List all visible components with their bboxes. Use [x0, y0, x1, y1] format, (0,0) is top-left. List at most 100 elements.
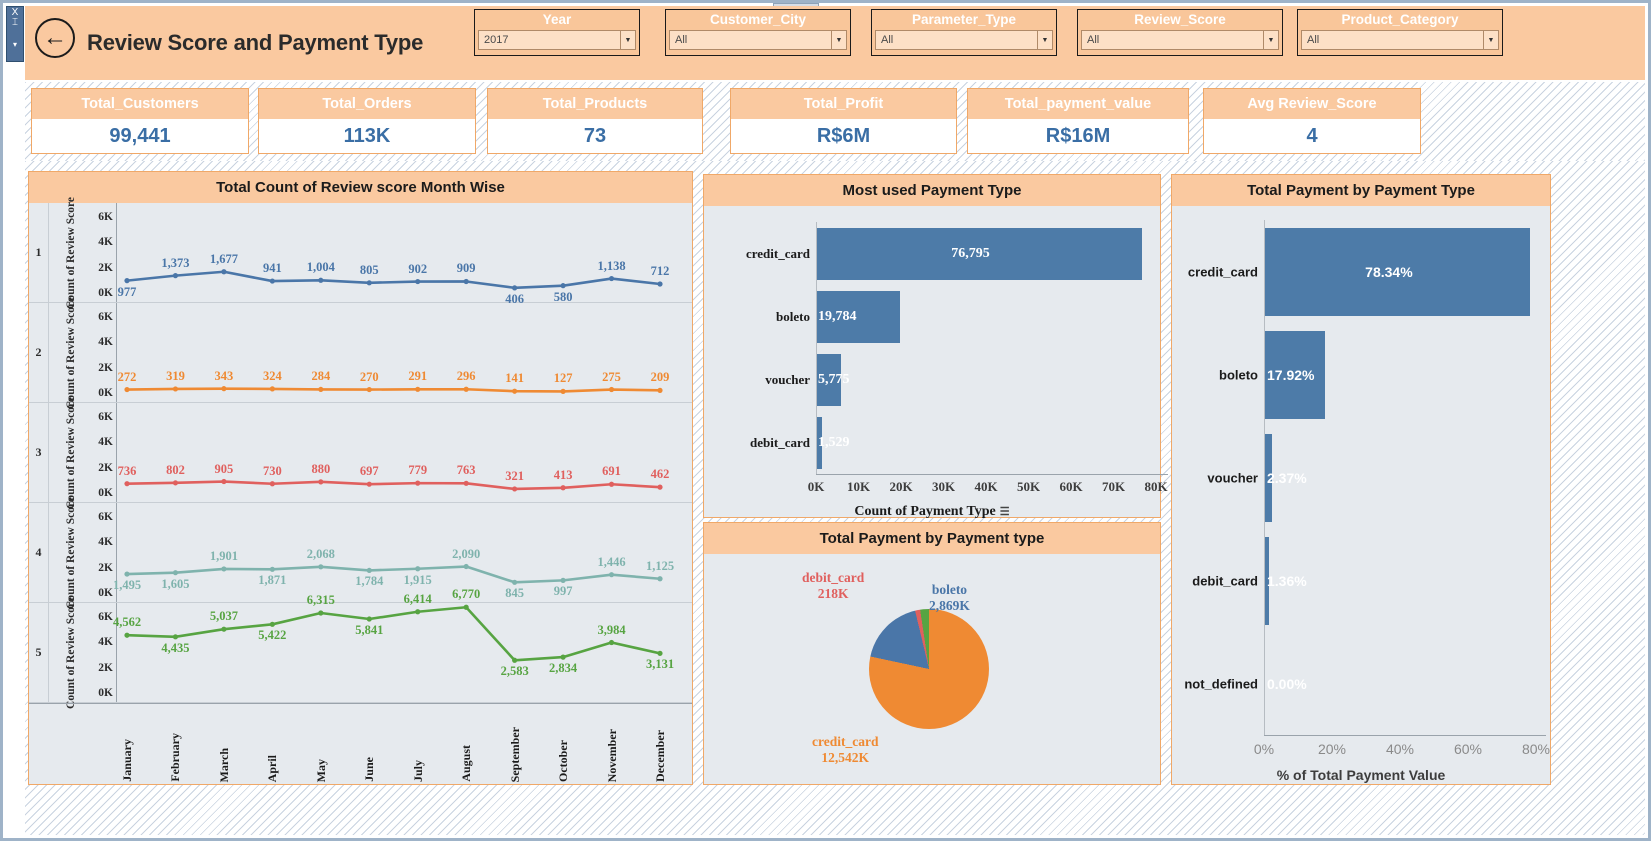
close-icon[interactable]: X	[11, 7, 19, 18]
line-row-header: 1	[29, 203, 49, 302]
pie-label-value: 12,542K	[821, 749, 870, 765]
line-series-svg	[124, 269, 663, 291]
line-data-label: 1,446	[597, 554, 626, 569]
pct-bar-credit_card[interactable]	[1264, 227, 1531, 316]
bar-row-voucher[interactable]: voucher 5,775	[704, 348, 1160, 411]
bar-boleto[interactable]	[816, 290, 901, 343]
arrow-left-icon: ←	[43, 24, 67, 51]
pie-chart[interactable]	[869, 609, 989, 729]
left-toolbar-stub[interactable]: X ⌶ ▾	[6, 6, 24, 62]
bar-row-debit_card[interactable]: debit_card 1,529	[704, 411, 1160, 474]
pct-bar-label-credit_card: credit_card	[1187, 264, 1258, 279]
bar-row-boleto[interactable]: boleto 19,784	[704, 285, 1160, 348]
x-tick-label: 0K	[807, 479, 825, 494]
line-data-label: 272	[117, 369, 137, 384]
y-axis-title: Count of Review Score	[65, 596, 77, 709]
pct-bar-row-voucher[interactable]: voucher 2.37%	[1172, 426, 1550, 529]
line-data-label: 805	[359, 262, 379, 277]
y-tick-label: 6K	[98, 211, 113, 223]
y-tick-label: 2K	[98, 461, 113, 474]
line-plot-score-1: 977 1,373 1,677 941 1,004 805 902 909 406 580 1,13…	[117, 203, 688, 306]
filter-parameter-type-dropdown[interactable]: All ▼	[875, 30, 1053, 50]
bar-value-credit_card: 76,795	[951, 245, 990, 261]
chevron-down-icon[interactable]: ▼	[1263, 31, 1278, 49]
bar-debit_card[interactable]	[816, 416, 823, 469]
line-chart-body: 1 Count of Review Score 0K 2K 4K 6K 977 1,373 1,…	[29, 196, 692, 784]
y-axis-ticks: 0K 2K 4K 6K	[89, 203, 117, 302]
filter-product-category-label: Product_Category	[1341, 12, 1459, 27]
x-tick-label: 60K	[1059, 479, 1083, 494]
pct-bar-row-credit_card[interactable]: credit_card 78.34%	[1172, 220, 1550, 323]
y-tick-label: 4K	[98, 236, 113, 249]
pct-bar-row-not_defined[interactable]: not_defined 0.00%	[1172, 632, 1550, 735]
filter-year[interactable]: Year 2017 ▼	[474, 9, 640, 56]
pct-bar-value-not_defined: 0.00%	[1267, 675, 1307, 692]
filter-product-category[interactable]: Product_Category All ▼	[1297, 9, 1503, 56]
back-button[interactable]: ←	[35, 18, 75, 58]
chevron-down-icon[interactable]: ▼	[831, 31, 846, 49]
filter-review-score[interactable]: Review_Score All ▼	[1077, 9, 1283, 56]
line-data-label: 413	[553, 467, 573, 482]
line-data-label: 4,562	[112, 615, 142, 630]
line-data-label: 3,984	[597, 622, 626, 637]
line-data-label: 1,871	[258, 573, 287, 588]
filter-year-dropdown[interactable]: 2017 ▼	[478, 30, 636, 50]
kpi-total-profit: Total_Profit R$6M	[730, 88, 957, 154]
line-data-label: 4,435	[161, 640, 190, 655]
sort-descending-icon[interactable]: ☰	[999, 506, 1010, 518]
x-tick-label-month: December	[653, 730, 667, 782]
filter-customer-city[interactable]: Customer_City All ▼	[665, 9, 851, 56]
line-data-label: 284	[311, 369, 331, 384]
pie-label-credit_card: credit_card 12,542K	[812, 734, 878, 765]
filter-customer-city-dropdown[interactable]: All ▼	[669, 30, 847, 50]
y-axis-ticks: 0K 2K 4K 6K	[89, 303, 117, 402]
line-data-label: 324	[262, 368, 282, 383]
bar-voucher[interactable]	[816, 353, 841, 406]
y-axis-title: Count of Review Score	[65, 496, 77, 609]
pct-bar-voucher[interactable]	[1264, 433, 1273, 522]
chevron-down-icon[interactable]: ▼	[1483, 31, 1498, 49]
pct-bar-debit_card[interactable]	[1264, 536, 1269, 625]
line-data-label: 779	[408, 463, 428, 478]
pct-bar-label-voucher: voucher	[1207, 470, 1258, 485]
pct-x-tick-label: 40%	[1385, 741, 1415, 757]
filter-review-score-dropdown[interactable]: All ▼	[1081, 30, 1279, 50]
y-axis-title: Count of Review Score	[65, 196, 77, 309]
line-data-label: 763	[456, 463, 476, 478]
y-axis-ticks: 0K 2K 4K 6K	[89, 603, 117, 702]
y-axis-title: Count of Review Score	[65, 296, 77, 409]
chevron-down-icon[interactable]: ▼	[620, 31, 635, 49]
x-tick-label-month: February	[168, 733, 183, 782]
filter-product-category-dropdown[interactable]: All ▼	[1301, 30, 1499, 50]
bar-credit_card[interactable]	[816, 227, 1143, 280]
pct-bar-row-debit_card[interactable]: debit_card 1.36%	[1172, 529, 1550, 632]
x-tick-label-month: April	[265, 754, 280, 782]
line-data-label: 1,784	[355, 574, 384, 589]
filter-product-category-value: All	[1307, 34, 1320, 46]
kpi-total-customers-value: 99,441	[109, 124, 171, 147]
pct-bar-boleto[interactable]	[1264, 330, 1325, 419]
y-tick-label: 0K	[98, 487, 113, 499]
panel-most-used-payment-type: Most used Payment Type credit_card 76,795…	[703, 174, 1168, 519]
y-tick-label: 2K	[98, 561, 113, 574]
chevron-down-icon[interactable]: ▾	[12, 40, 17, 49]
dashboard-header: ← Review Score and Payment Type Year 2017…	[25, 6, 1645, 80]
kpi-total-payment-value-value: R$16M	[1045, 124, 1111, 147]
bar-row-credit_card[interactable]: credit_card 76,795	[704, 222, 1160, 285]
line-data-label: 275	[602, 369, 621, 384]
kpi-total-customers-label: Total_Customers	[32, 89, 248, 119]
line-data-label: 296	[456, 369, 476, 384]
bar-label-debit_card: debit_card	[750, 434, 810, 450]
bar-value-debit_card: 1,529	[818, 434, 850, 450]
chevron-down-icon[interactable]: ▼	[1037, 31, 1052, 49]
filter-year-value: 2017	[484, 34, 509, 46]
pct-bar-label-not_defined: not_defined	[1184, 676, 1258, 691]
x-tick-label: 70K	[1101, 479, 1126, 494]
line-data-label: 736	[117, 463, 137, 478]
bar-value-voucher: 5,775	[818, 371, 850, 387]
pie-label-value: 2,869K	[929, 597, 970, 613]
pin-icon[interactable]: ⌶	[12, 17, 18, 28]
pct-bar-row-boleto[interactable]: boleto 17.92%	[1172, 323, 1550, 426]
filter-parameter-type[interactable]: Parameter_Type All ▼	[871, 9, 1057, 56]
